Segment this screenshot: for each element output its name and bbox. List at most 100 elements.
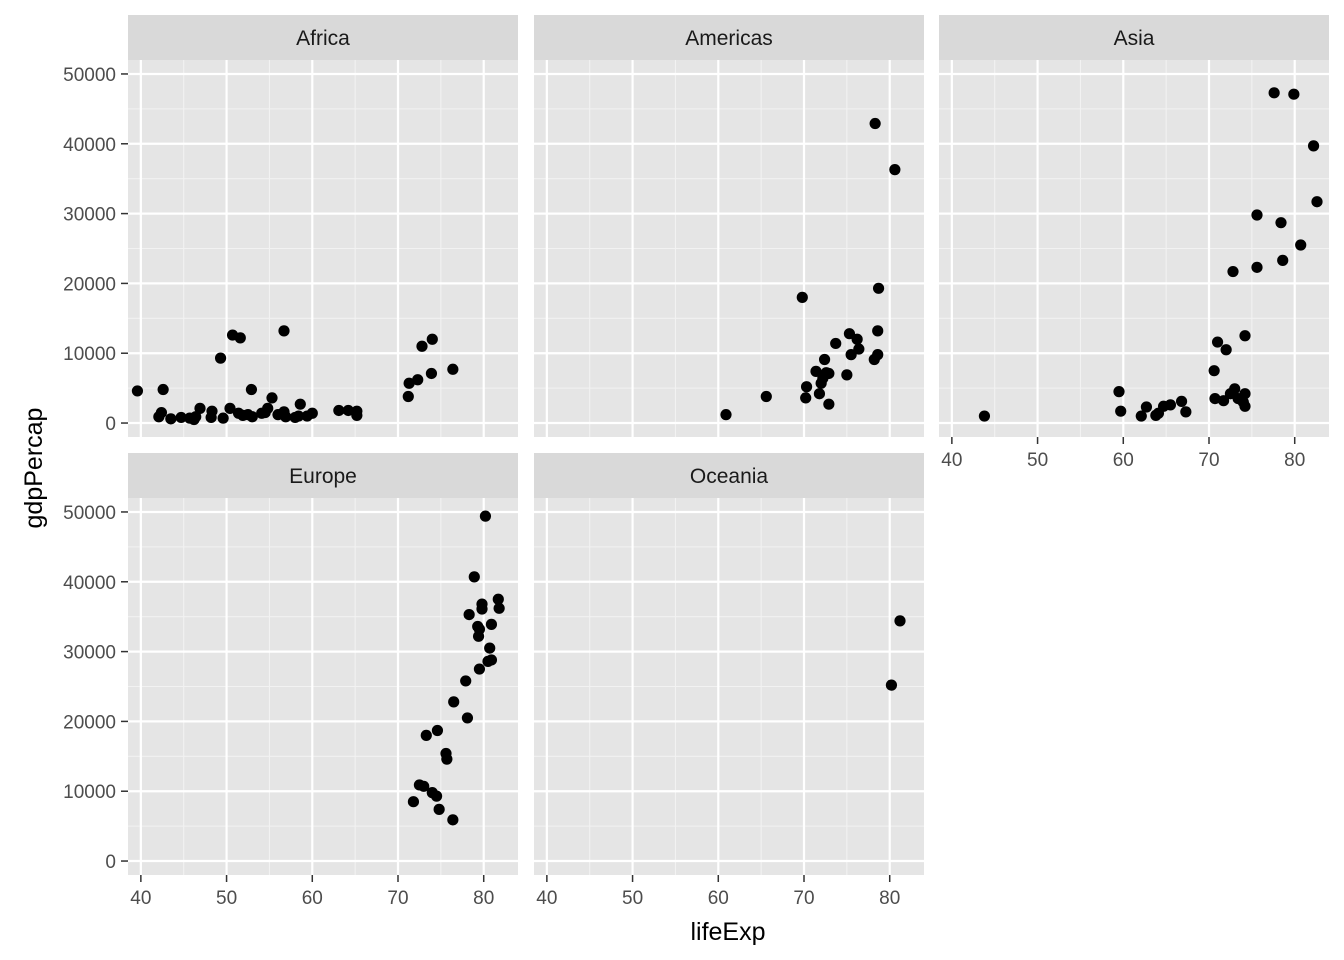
gridlines: [534, 60, 924, 437]
facet-strip-asia: [939, 15, 1329, 60]
x-tick-label: 40: [130, 888, 151, 909]
x-axis-oceania: 40 50 60 70 80: [536, 875, 900, 909]
data-point: [1175, 395, 1188, 407]
x-tick-label: 70: [793, 888, 814, 909]
facet-strip-label-americas: Americas: [685, 27, 773, 50]
data-point: [813, 388, 826, 400]
data-point: [843, 328, 856, 340]
x-tick-label: 50: [622, 888, 643, 909]
data-point: [1209, 393, 1221, 405]
data-point: [430, 790, 443, 802]
data-point: [845, 349, 857, 361]
data-point: [476, 603, 488, 615]
data-point: [262, 402, 274, 414]
facet-strip-europe: [128, 453, 518, 498]
x-tick-label: 50: [216, 888, 237, 909]
facet-panel-asia: Asia: [939, 15, 1329, 437]
data-point: [224, 402, 236, 414]
data-point: [447, 363, 459, 375]
data-point: [853, 343, 865, 355]
data-point: [1239, 400, 1251, 412]
data-point: [830, 337, 842, 350]
data-point: [818, 353, 831, 366]
points-africa: [131, 325, 459, 426]
data-point: [1180, 406, 1192, 418]
data-point: [460, 675, 472, 687]
x-tick-label: 60: [1113, 450, 1134, 471]
data-point: [333, 404, 345, 417]
data-point: [1220, 344, 1232, 356]
data-point: [175, 411, 187, 424]
facet-panels: Africa Americas Asia Europe Oceania: [128, 15, 1329, 875]
x-axis-title: lifeExp: [690, 918, 765, 946]
data-point: [447, 814, 459, 826]
x-axis-asia: 40 50 60 70 80: [941, 437, 1305, 471]
data-point: [266, 392, 278, 404]
data-point: [131, 385, 144, 397]
data-point: [214, 352, 227, 364]
y-tick-label: 20000: [63, 712, 116, 733]
x-tick-label: 80: [1284, 450, 1305, 471]
x-axis-europe: 40 50 60 70 80: [130, 875, 494, 909]
data-point: [441, 753, 453, 765]
data-point: [473, 623, 486, 635]
data-point: [1277, 254, 1289, 266]
data-point: [492, 593, 504, 605]
data-point: [1288, 88, 1300, 100]
y-tick-label: 10000: [63, 782, 116, 803]
data-point: [796, 291, 808, 303]
gridlines: [128, 60, 518, 437]
points-europe: [407, 510, 505, 826]
data-point: [872, 325, 884, 337]
y-tick-label: 40000: [63, 135, 116, 156]
data-point: [484, 642, 496, 654]
data-point: [155, 406, 168, 419]
y-axis-title: gdpPercap: [20, 408, 48, 529]
data-point: [306, 407, 318, 419]
y-axis-africa: 0 10000 20000 30000 40000 50000: [63, 65, 128, 435]
data-point: [841, 369, 853, 381]
facet-strip-label-oceania: Oceania: [690, 465, 769, 488]
data-point: [800, 381, 813, 393]
data-point: [1268, 87, 1280, 99]
data-point: [157, 383, 169, 396]
data-point: [479, 510, 492, 522]
facet-strip-americas: [534, 15, 924, 60]
facet-strip-label-asia: Asia: [1114, 27, 1155, 50]
points-americas: [720, 117, 901, 421]
points-asia: [978, 87, 1323, 422]
data-point: [1115, 405, 1127, 417]
data-point: [1113, 386, 1125, 398]
data-point: [234, 332, 246, 344]
gridlines: [534, 498, 924, 875]
y-tick-label: 50000: [63, 503, 116, 524]
x-tick-label: 40: [536, 888, 557, 909]
data-point: [468, 571, 480, 583]
x-tick-label: 40: [941, 450, 962, 471]
data-point: [1239, 388, 1251, 400]
data-point: [402, 390, 414, 403]
facet-strip-label-africa: Africa: [296, 27, 350, 50]
facet-strip-africa: [128, 15, 518, 60]
facet-panel-africa: Africa: [128, 15, 518, 437]
data-point: [425, 367, 438, 380]
data-point: [1208, 365, 1220, 377]
data-point: [1229, 383, 1241, 395]
data-point: [1295, 239, 1307, 251]
data-point: [194, 402, 206, 414]
data-point: [418, 780, 430, 792]
x-tick-label: 80: [879, 888, 900, 909]
x-tick-label: 70: [1198, 450, 1219, 471]
data-point: [351, 405, 363, 417]
data-point: [342, 404, 354, 417]
y-tick-label: 20000: [63, 274, 116, 295]
data-point: [416, 340, 428, 352]
data-point: [1211, 336, 1224, 348]
data-point: [433, 803, 445, 815]
data-point: [1275, 217, 1287, 229]
data-point: [485, 618, 498, 630]
x-tick-label: 60: [708, 888, 729, 909]
data-point: [206, 405, 218, 417]
data-point: [448, 696, 460, 708]
data-point: [403, 377, 415, 389]
